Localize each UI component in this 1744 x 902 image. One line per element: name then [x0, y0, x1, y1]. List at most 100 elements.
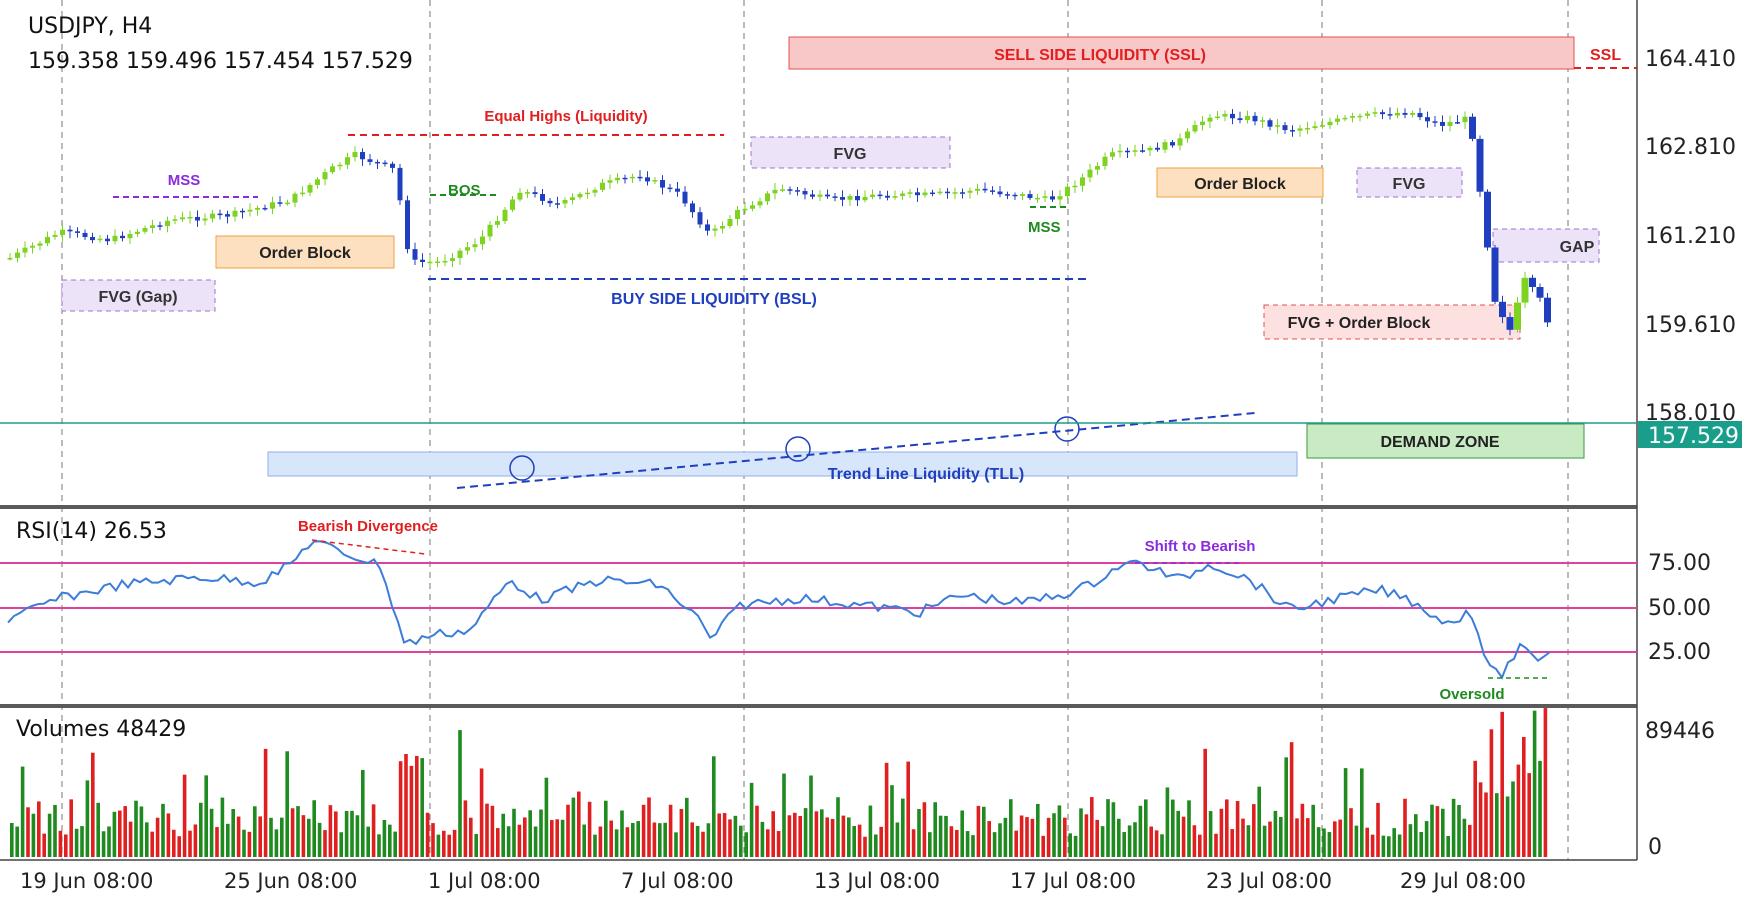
volume-bar [890, 785, 894, 857]
candle-body [735, 209, 740, 219]
volume-bar [269, 817, 273, 857]
candle-body [217, 213, 223, 216]
volume-bar [1511, 781, 1515, 857]
candle-body [517, 192, 523, 200]
volume-bar [555, 819, 559, 857]
volume-bar [280, 817, 284, 857]
volume-bar [1106, 799, 1110, 857]
volume-bar [1338, 819, 1342, 857]
volume-bar [668, 804, 673, 857]
candle-body [1521, 277, 1529, 303]
rsi-line [7, 540, 1551, 680]
candle-body [345, 157, 350, 165]
candle-body [1117, 150, 1123, 153]
volume-bar [1370, 834, 1375, 857]
volume-bar [290, 808, 295, 857]
candle-body [1012, 194, 1018, 197]
volume-bar [690, 822, 694, 857]
rsi-levels [0, 562, 1637, 653]
volume-bar [188, 830, 192, 857]
gap-label: GAP [1560, 239, 1595, 256]
candle-body [615, 177, 620, 181]
candle-body [1484, 191, 1491, 248]
candle-body [1260, 120, 1265, 122]
demand-zone-label: DEMAND ZONE [1380, 434, 1499, 451]
volume-bar [598, 826, 603, 857]
candle-body [1155, 147, 1160, 150]
volume-bar [760, 821, 765, 857]
volume-bar [766, 829, 770, 857]
candle-body [435, 261, 440, 263]
volume-bar [458, 730, 462, 857]
time-label-2: 25 Jun 08:00 [224, 869, 357, 893]
volume-bar [236, 816, 241, 857]
volume-bar [1235, 801, 1240, 857]
candle-body [202, 218, 208, 221]
volume-bar [1392, 828, 1396, 857]
candle-body [247, 209, 253, 212]
volume-bar [847, 817, 851, 857]
candle-body [1200, 121, 1205, 126]
candle-body [52, 234, 58, 237]
candle-body [1297, 128, 1303, 131]
candle-body [1387, 114, 1393, 116]
volume-bar [841, 815, 846, 857]
candle-body [1410, 112, 1415, 115]
volume-bar [604, 800, 608, 857]
volume-bar [1268, 821, 1272, 857]
volume-bar [37, 801, 41, 857]
volume-bar [1333, 821, 1337, 857]
volume-bar [938, 815, 943, 857]
volume-bar [1052, 813, 1056, 857]
candle-body [1095, 165, 1100, 170]
candle-body [82, 232, 88, 238]
candle-body [1395, 112, 1400, 116]
candle-body [885, 195, 890, 198]
volume-bar [296, 806, 300, 857]
candle-body [765, 193, 770, 202]
candle-body [540, 194, 545, 201]
volume-bar [1160, 834, 1164, 857]
volume-bar [1057, 805, 1062, 857]
candle-body [1290, 130, 1295, 132]
last-price-label: 157.529 [1648, 424, 1739, 449]
candle-body [1499, 301, 1506, 318]
volume-bar [523, 817, 527, 857]
candle-body [1065, 186, 1070, 197]
candle-body [307, 184, 313, 193]
volume-bar [1257, 786, 1261, 857]
volume-bar [452, 829, 457, 857]
volume-bar [1144, 799, 1148, 857]
candle-body [1147, 147, 1153, 151]
volume-bar [1203, 748, 1207, 857]
volume-bar [1408, 824, 1413, 857]
candle-body [1267, 120, 1273, 127]
volume-bar [1219, 808, 1224, 857]
candle-body [1035, 197, 1040, 200]
candle-body [1042, 196, 1048, 198]
volume-bar [215, 827, 219, 857]
candle-body [420, 259, 425, 262]
volume-bar [1181, 816, 1186, 857]
fvg-mid-label: FVG [834, 146, 867, 163]
volume-bar [1446, 835, 1450, 857]
volume-bar [701, 831, 705, 857]
volume-separator [0, 704, 1637, 708]
fvg-gap-zone [61, 279, 216, 312]
candle-body [1027, 194, 1033, 199]
volume-bar [350, 810, 354, 857]
candle-body [1402, 112, 1408, 115]
volume-bar [679, 808, 684, 857]
volume-bar [1387, 836, 1391, 857]
volume-bar [1462, 818, 1467, 857]
volume-bar [96, 802, 100, 857]
candle-body [1432, 121, 1438, 123]
volume-bar [1122, 832, 1126, 857]
equal-highs-label: Equal Highs (Liquidity) [484, 108, 647, 125]
candle-body [60, 229, 65, 235]
tll-touch-3 [1054, 416, 1080, 442]
candle-body [1110, 152, 1115, 157]
volume-bar [1435, 806, 1440, 857]
volume-bar [474, 834, 478, 857]
